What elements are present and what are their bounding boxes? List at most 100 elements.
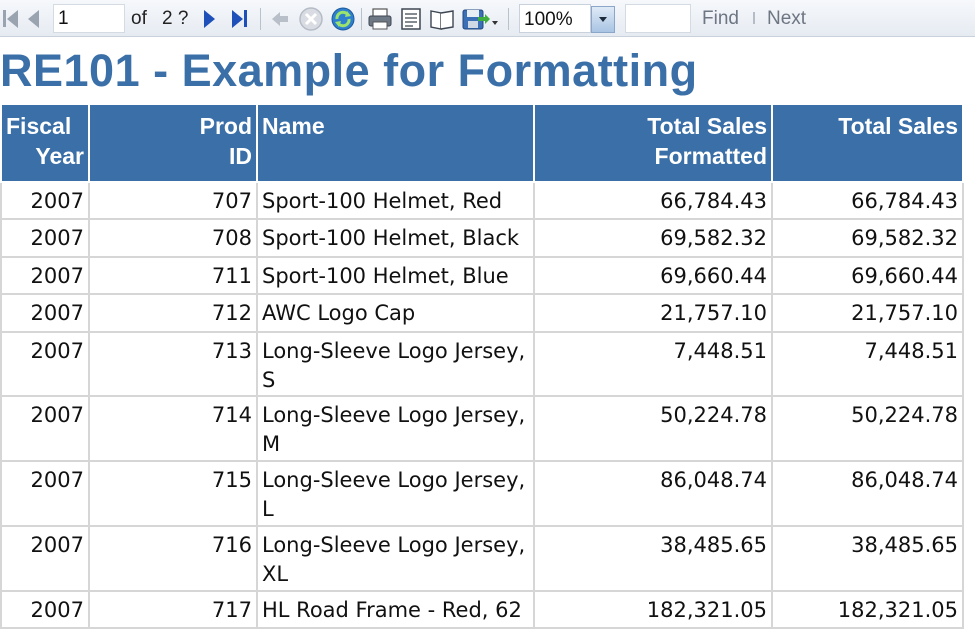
total-sales-cell: 21,757.10 — [771, 293, 964, 333]
name-cell: Sport-100 Helmet, Blue — [256, 256, 535, 295]
fiscal-year-cell: 2007 — [0, 256, 90, 295]
prod-id-cell: 717 — [88, 590, 258, 629]
prod-id-cell: 715 — [88, 460, 258, 527]
zoom-select[interactable]: 100% — [519, 4, 591, 33]
fiscal-year-cell: 2007 — [0, 525, 90, 592]
toolbar-divider — [361, 8, 362, 30]
total-sales-cell: 69,582.32 — [771, 218, 964, 258]
page-setup-icon — [430, 9, 454, 30]
total-sales-cell: 182,321.05 — [771, 590, 964, 629]
report-title: RE101 - Example for Formatting — [0, 45, 698, 96]
refresh-icon — [331, 7, 355, 30]
print-button[interactable] — [366, 5, 394, 32]
total-sales-formatted-cell: 66,784.43 — [533, 181, 773, 220]
table-row: 2007 717 HL Road Frame - Red, 62 182,321… — [0, 590, 964, 629]
prod-id-cell: 713 — [88, 331, 258, 397]
page-total-label: 2 ? — [162, 8, 189, 29]
total-sales-cell: 66,784.43 — [771, 181, 964, 220]
printer-icon — [368, 7, 392, 29]
table-row: 2007 716 Long-Sleeve Logo Jersey, XL 38,… — [0, 525, 964, 592]
stop-button[interactable] — [297, 5, 325, 32]
prod-id-cell: 714 — [88, 395, 258, 462]
previous-page-button[interactable] — [22, 5, 44, 32]
prod-id-cell: 716 — [88, 525, 258, 592]
print-layout-icon — [401, 7, 421, 30]
back-button[interactable] — [268, 5, 292, 32]
next-page-button[interactable] — [198, 5, 220, 32]
zoom-value: 100% — [524, 9, 573, 30]
total-sales-cell: 7,448.51 — [771, 331, 964, 397]
total-sales-cell: 38,485.65 — [771, 525, 964, 592]
table-body: 2007 707 Sport-100 Helmet, Red 66,784.43… — [0, 181, 964, 629]
report-viewer-toolbar: of 2 ? — [0, 0, 975, 37]
total-sales-formatted-cell: 21,757.10 — [533, 293, 773, 333]
print-layout-button[interactable] — [397, 5, 425, 32]
first-page-icon — [2, 10, 6, 27]
refresh-button[interactable] — [329, 5, 357, 32]
column-header-total-sales-formatted: Total Sales Formatted — [533, 103, 773, 183]
column-header-total-sales: Total Sales — [771, 103, 964, 183]
table-row: 2007 707 Sport-100 Helmet, Red 66,784.43… — [0, 181, 964, 220]
save-disk-icon — [462, 9, 498, 29]
fiscal-year-cell: 2007 — [0, 331, 90, 397]
find-button[interactable]: Find — [702, 8, 739, 29]
name-cell: Sport-100 Helmet, Red — [256, 181, 535, 220]
find-text-input[interactable] — [625, 4, 691, 33]
find-next-divider — [753, 12, 755, 24]
total-sales-formatted-cell: 50,224.78 — [533, 395, 773, 462]
fiscal-year-cell: 2007 — [0, 590, 90, 629]
total-sales-formatted-cell: 86,048.74 — [533, 460, 773, 527]
name-cell: Long-Sleeve Logo Jersey, L — [256, 460, 535, 527]
table-row: 2007 712 AWC Logo Cap 21,757.10 21,757.1… — [0, 293, 964, 333]
name-cell: HL Road Frame - Red, 62 — [256, 590, 535, 629]
back-arrow-icon — [272, 11, 288, 26]
fiscal-year-cell: 2007 — [0, 460, 90, 527]
name-cell: Long-Sleeve Logo Jersey, S — [256, 331, 535, 397]
table-row: 2007 713 Long-Sleeve Logo Jersey, S 7,44… — [0, 331, 964, 397]
total-sales-cell: 69,660.44 — [771, 256, 964, 295]
previous-page-icon — [27, 9, 39, 28]
name-cell: Long-Sleeve Logo Jersey, M — [256, 395, 535, 462]
table-row: 2007 708 Sport-100 Helmet, Black 69,582.… — [0, 218, 964, 258]
find-next-button[interactable]: Next — [767, 8, 807, 29]
column-header-fiscal-year: Fiscal Year — [0, 103, 90, 183]
zoom-dropdown-button[interactable] — [591, 6, 615, 33]
next-page-icon — [203, 9, 215, 28]
fiscal-year-cell: 2007 — [0, 181, 90, 220]
column-header-prod-id: Prod ID — [88, 103, 258, 183]
chevron-down-icon — [599, 17, 607, 22]
fiscal-year-cell: 2007 — [0, 218, 90, 258]
prod-id-cell: 711 — [88, 256, 258, 295]
table-row: 2007 714 Long-Sleeve Logo Jersey, M 50,2… — [0, 395, 964, 462]
stop-icon — [299, 6, 323, 31]
prod-id-cell: 707 — [88, 181, 258, 220]
table-row: 2007 711 Sport-100 Helmet, Blue 69,660.4… — [0, 256, 964, 295]
fiscal-year-cell: 2007 — [0, 395, 90, 462]
last-page-icon — [231, 9, 243, 28]
prod-id-cell: 712 — [88, 293, 258, 333]
first-page-button[interactable] — [0, 5, 20, 32]
fiscal-year-cell: 2007 — [0, 293, 90, 333]
name-cell: AWC Logo Cap — [256, 293, 535, 333]
toolbar-divider — [260, 8, 261, 30]
total-sales-formatted-cell: 69,660.44 — [533, 256, 773, 295]
export-button[interactable] — [460, 5, 500, 32]
table-row: 2007 715 Long-Sleeve Logo Jersey, L 86,0… — [0, 460, 964, 527]
page-setup-button[interactable] — [428, 5, 456, 32]
table-header: Fiscal Year Prod ID Name Total Sales Format… — [0, 103, 964, 183]
prod-id-cell: 708 — [88, 218, 258, 258]
toolbar-divider — [508, 8, 509, 30]
total-sales-formatted-cell: 182,321.05 — [533, 590, 773, 629]
total-sales-formatted-cell: 69,582.32 — [533, 218, 773, 258]
page-of-label: of — [131, 8, 147, 29]
page-number-input[interactable] — [53, 4, 125, 33]
column-header-name: Name — [256, 103, 535, 183]
total-sales-formatted-cell: 7,448.51 — [533, 331, 773, 397]
total-sales-cell: 50,224.78 — [771, 395, 964, 462]
total-sales-cell: 86,048.74 — [771, 460, 964, 527]
last-page-button[interactable] — [226, 5, 252, 32]
report-table: Fiscal Year Prod ID Name Total Sales Format… — [0, 103, 964, 629]
total-sales-formatted-cell: 38,485.65 — [533, 525, 773, 592]
name-cell: Sport-100 Helmet, Black — [256, 218, 535, 258]
name-cell: Long-Sleeve Logo Jersey, XL — [256, 525, 535, 592]
